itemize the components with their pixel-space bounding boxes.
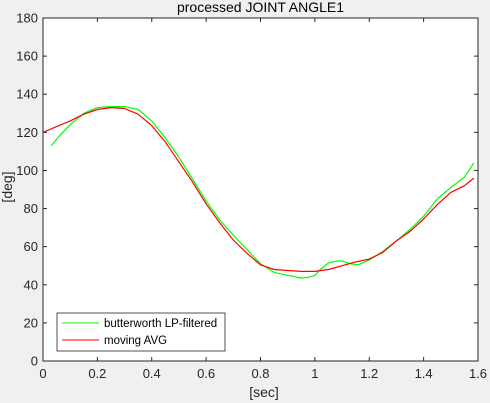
legend-box [56,312,226,352]
x-axis-label: [sec] [249,384,279,400]
x-tick-label: 0.6 [197,366,215,381]
y-tick-label: 0 [31,354,38,369]
y-tick-label: 20 [24,315,38,330]
series-line-moving-avg [42,106,475,272]
x-tick-label: 1 [311,366,318,381]
x-tick-label: 0.4 [143,366,161,381]
plot-area [43,18,478,361]
y-tick-label: 40 [24,277,38,292]
legend: butterworth LP-filtered moving AVG [56,312,226,352]
plot-frame [42,17,479,362]
y-tick-label: 60 [24,239,38,254]
x-tick-label: 0.2 [88,366,106,381]
x-tick-label: 1.2 [360,366,378,381]
y-tick-label: 160 [16,49,38,64]
x-tick-label: 0 [39,366,46,381]
legend-label-moving-avg: moving AVG [104,335,167,347]
series-layer [42,105,475,279]
tick-labels-layer: 0 0.2 0.4 0.6 0.8 1 1.2 1.4 1.6 0 20 40 60 80 100 120 14… [16,11,487,382]
y-tick-label: 100 [16,163,38,178]
y-tick-label: 140 [16,87,38,102]
y-tick-label: 120 [16,125,38,140]
x-tick-label: 0.8 [251,366,269,381]
y-tick-label: 180 [16,11,38,26]
y-axis-label: [deg] [0,171,15,202]
x-tick-label: 1.6 [469,366,487,381]
x-tick-label: 1.4 [415,366,433,381]
chart-title: processed JOINT ANGLE1 [177,0,344,15]
y-tick-label: 80 [24,201,38,216]
legend-label-butterworth: butterworth LP-filtered [104,318,217,330]
